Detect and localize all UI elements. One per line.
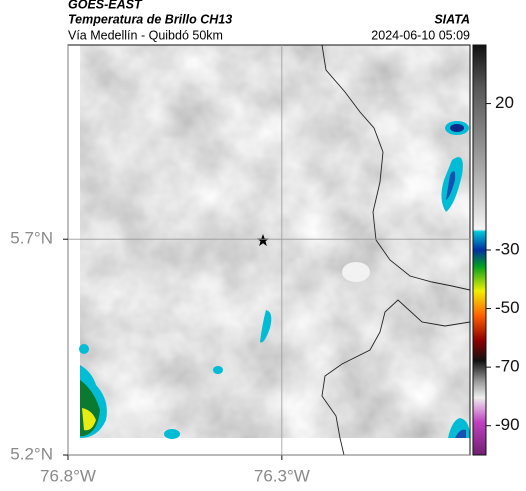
x-tick-label: 76.8°W [40,466,96,485]
colorbar-tick-label: -50 [495,298,520,317]
map [68,44,471,456]
cold-cloud [79,344,89,354]
route: Vía Medellín - Quibdó 50km [68,28,223,42]
title: GOES-EAST [68,0,143,11]
cold-cloud-core [446,171,456,200]
boundary [321,299,471,456]
location-marker [257,234,269,246]
boundary [321,44,471,291]
brightness-field [80,45,470,438]
cold-cloud [164,429,180,439]
y-tick-label: 5.7°N [10,229,53,248]
y-tick-label: 5.2°N [10,444,53,463]
warm-area [342,262,370,282]
colorbar [472,44,487,456]
x-tick-label: 76.3°W [254,466,310,485]
subtitle: Temperatura de Brillo CH13 [68,12,232,26]
source: SIATA [434,12,470,26]
colorbar-tick-label: -90 [495,415,520,434]
cold-cloud-core [82,408,96,431]
cold-cloud-core [450,124,464,132]
colorbar-tick-label: -30 [495,239,520,258]
cold-cloud [213,366,223,374]
timestamp: 2024-06-10 05:09 [371,28,470,42]
colorbar-tick-label: 20 [495,93,514,112]
colorbar-tick-label: -70 [495,357,520,376]
cold-cloud [260,310,272,343]
cold-cloud-core [455,429,466,438]
